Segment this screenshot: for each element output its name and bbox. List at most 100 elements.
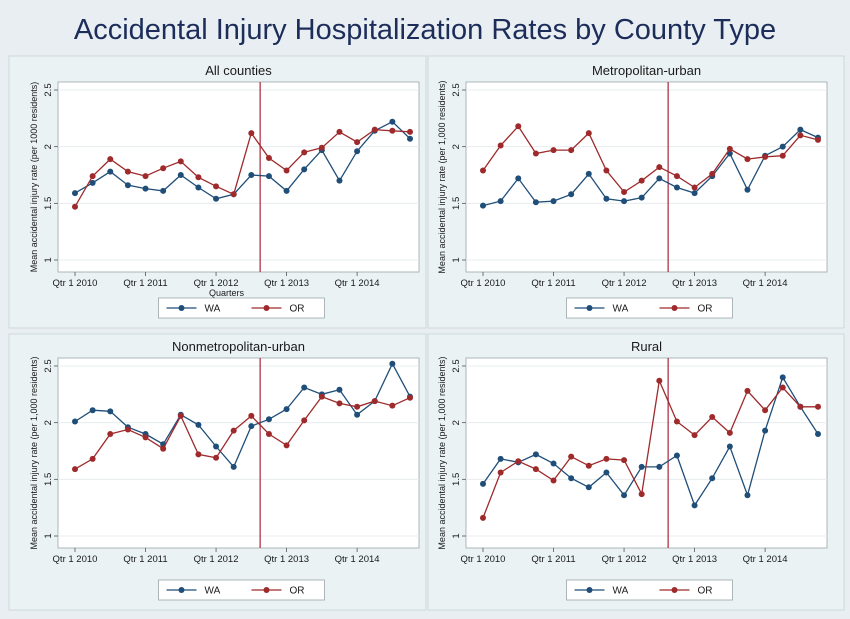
data-point-wa xyxy=(301,166,308,173)
data-point-wa xyxy=(336,177,343,184)
data-point-or xyxy=(497,142,504,149)
data-point-or xyxy=(142,173,149,180)
data-point-wa xyxy=(550,460,557,467)
data-point-wa xyxy=(283,406,290,413)
legend-label-wa: WA xyxy=(205,304,221,315)
legend-marker-wa xyxy=(586,587,593,593)
data-point-wa xyxy=(301,384,308,391)
data-point-wa xyxy=(336,386,343,393)
data-point-wa xyxy=(797,126,804,133)
plot-area xyxy=(465,357,828,549)
panel-title: Rural xyxy=(631,339,662,354)
data-point-or xyxy=(354,139,361,146)
series-line-wa xyxy=(74,362,411,469)
panel-title: All counties xyxy=(205,63,272,78)
data-point-wa xyxy=(638,194,645,201)
y-axis-title: Mean accidental injury rate (per 1000 re… xyxy=(29,82,39,273)
x-axis-title: Quarters xyxy=(209,288,245,298)
panel-title: Metropolitan-urban xyxy=(592,63,701,78)
data-point-wa xyxy=(568,475,575,482)
data-point-or xyxy=(301,149,308,156)
data-point-or xyxy=(709,170,716,177)
data-point-wa xyxy=(638,463,645,470)
legend-label-wa: WA xyxy=(613,304,629,315)
data-point-wa xyxy=(89,407,96,414)
data-point-wa xyxy=(691,502,698,509)
data-point-or xyxy=(195,174,202,181)
data-point-wa xyxy=(124,182,131,189)
data-point-wa xyxy=(480,202,486,209)
data-point-wa xyxy=(515,175,522,182)
data-point-or xyxy=(301,417,308,424)
legend-box xyxy=(158,579,325,601)
y-tick-label: 1 xyxy=(43,533,54,538)
data-point-or xyxy=(283,442,290,449)
x-tick-label: Qtr 1 2013 xyxy=(264,554,309,565)
data-point-wa xyxy=(568,191,575,198)
data-point-wa xyxy=(691,190,698,197)
series-line-or xyxy=(482,378,818,519)
data-point-or xyxy=(726,145,733,152)
data-point-or xyxy=(550,477,557,484)
data-point-or xyxy=(389,127,396,134)
data-point-wa xyxy=(709,475,716,482)
x-tick-label: Qtr 1 2014 xyxy=(743,278,788,289)
data-point-wa xyxy=(142,185,149,192)
data-point-wa xyxy=(532,451,539,458)
data-point-or xyxy=(142,434,149,441)
legend-label-wa: WA xyxy=(613,586,629,597)
y-tick-label: 2 xyxy=(451,420,462,425)
data-point-or xyxy=(265,155,272,161)
data-point-wa xyxy=(621,492,628,499)
y-tick-label: 1.5 xyxy=(451,473,462,486)
data-point-or xyxy=(371,398,378,405)
data-point-or xyxy=(230,427,237,434)
figure-title: Accidental Injury Hospitalization Rates … xyxy=(73,14,777,46)
data-point-or xyxy=(656,164,663,171)
data-point-or xyxy=(336,128,343,135)
data-point-or xyxy=(656,377,663,384)
data-point-or xyxy=(213,183,220,190)
legend-box xyxy=(158,297,325,319)
data-point-or xyxy=(213,454,220,461)
x-tick-label: Qtr 1 2010 xyxy=(461,554,506,565)
data-point-wa xyxy=(283,187,290,194)
data-point-wa xyxy=(621,198,628,205)
data-point-or xyxy=(815,403,821,410)
data-point-wa xyxy=(407,135,413,142)
legend-label-or: OR xyxy=(698,304,713,315)
legend-marker-or xyxy=(671,587,678,593)
x-tick-label: Qtr 1 2012 xyxy=(602,278,647,289)
y-tick-label: 2 xyxy=(451,144,462,149)
data-point-or xyxy=(568,147,575,154)
data-point-or xyxy=(283,167,290,174)
data-point-wa xyxy=(497,455,504,462)
y-tick-label: 1.5 xyxy=(43,197,54,210)
data-point-or xyxy=(779,384,786,391)
x-tick-label: Qtr 1 2011 xyxy=(123,278,167,289)
data-point-or xyxy=(603,455,610,462)
data-point-wa xyxy=(815,431,821,437)
data-point-wa xyxy=(656,463,663,470)
data-point-wa xyxy=(265,416,272,423)
data-point-or xyxy=(195,451,202,458)
data-point-wa xyxy=(72,190,78,197)
legend-box xyxy=(566,579,733,601)
data-point-or xyxy=(515,458,522,465)
data-point-wa xyxy=(762,427,769,434)
data-point-or xyxy=(797,403,804,410)
data-point-or xyxy=(480,514,486,521)
data-point-or xyxy=(389,402,396,409)
data-point-wa xyxy=(248,172,255,178)
data-point-wa xyxy=(230,463,237,470)
data-point-or xyxy=(621,189,628,195)
x-tick-label: Qtr 1 2013 xyxy=(264,278,309,289)
data-point-or xyxy=(89,455,96,462)
data-point-or xyxy=(160,165,167,172)
data-point-or xyxy=(318,393,325,400)
data-point-wa xyxy=(389,118,396,125)
data-point-or xyxy=(726,429,733,436)
data-point-wa xyxy=(744,186,751,193)
data-point-or xyxy=(480,167,486,174)
y-tick-label: 1 xyxy=(43,257,54,262)
